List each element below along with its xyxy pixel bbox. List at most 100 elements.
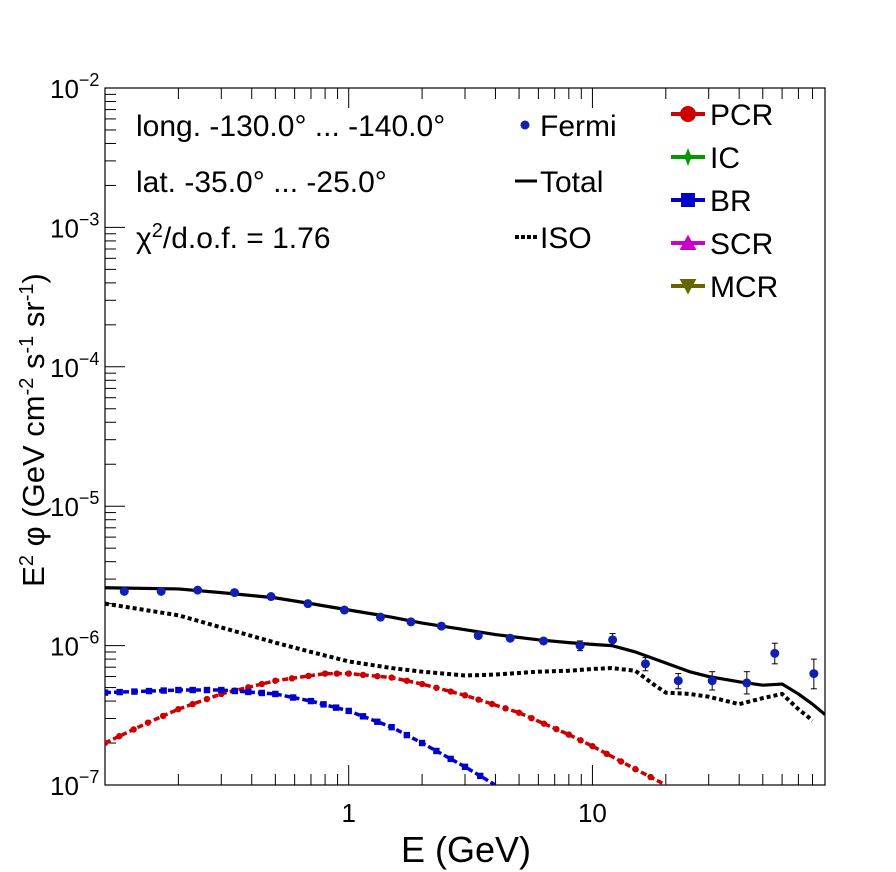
br-marker (447, 755, 454, 763)
legend-br-marker (681, 193, 695, 207)
pcr-marker (502, 705, 509, 712)
pcr-marker (632, 765, 639, 773)
br-marker (145, 687, 153, 695)
pcr-marker (388, 674, 395, 681)
br-line (105, 688, 497, 785)
y-axis-title: E2 φ (GeV cm-2 s-1 sr-1) (16, 273, 51, 587)
y-tick-labels: 10−7 10−6 10−5 10−4 10−3 10−2 (50, 70, 99, 801)
pcr-marker (203, 695, 211, 703)
legend-fermi-marker (520, 120, 530, 130)
pcr-marker (475, 696, 482, 703)
pcr-marker (345, 670, 352, 677)
data-point (539, 636, 549, 646)
br-marker (289, 694, 297, 701)
data-point (473, 631, 483, 641)
pcr-marker (144, 719, 152, 726)
br-marker (359, 713, 367, 720)
annotation-longitude: long. -130.0° ... -140.0° (136, 110, 445, 143)
data-point (809, 669, 819, 679)
br-marker (320, 701, 327, 708)
y-tick-label: 10−2 (50, 70, 99, 104)
data-point (375, 612, 385, 622)
pcr-marker (305, 672, 312, 680)
pcr-marker (272, 677, 279, 684)
pcr-marker (603, 750, 610, 757)
x-axis-title: E (GeV) (401, 829, 531, 870)
data-point (230, 588, 240, 598)
data-point (406, 617, 416, 627)
legend-br-label: BR (710, 185, 752, 218)
br-marker (433, 747, 440, 755)
data-point (119, 586, 129, 596)
br-marker (403, 731, 411, 739)
data-point (266, 592, 276, 602)
br-marker (307, 697, 315, 705)
pcr-marker (553, 725, 560, 733)
data-point (575, 641, 585, 651)
data-point (505, 633, 515, 643)
y-tick-label: 10−7 (50, 767, 99, 801)
pcr-marker (130, 726, 137, 733)
annotation-chi2: χ2/d.o.f. = 1.76 (136, 220, 331, 255)
br-marker (388, 723, 395, 731)
br-marker (272, 690, 279, 698)
data-point (707, 676, 717, 686)
pcr-marker (528, 714, 535, 722)
br-marker (131, 688, 138, 695)
legend-data: Fermi Total ISO (515, 110, 617, 255)
data-point (436, 621, 446, 631)
x-tick-labels: 1 10 (341, 798, 606, 828)
legend-fermi-label: Fermi (540, 110, 617, 143)
legend-total-label: Total (540, 166, 603, 199)
pcr-marker (565, 731, 573, 738)
legend-scr-label: SCR (710, 228, 773, 261)
pcr-marker (488, 700, 496, 708)
pcr-marker (116, 733, 123, 740)
pcr-marker (418, 680, 426, 688)
br-marker (105, 689, 109, 696)
pcr-marker (577, 737, 584, 744)
br-marker (203, 686, 211, 694)
data-point (303, 599, 313, 609)
data-point (673, 676, 683, 686)
pcr-marker (189, 700, 196, 708)
fermi-points (119, 585, 819, 695)
data-point (742, 678, 752, 688)
br-marker (189, 686, 196, 694)
legend-mcr-marker (679, 279, 697, 295)
pcr-marker (589, 742, 596, 750)
br-marker (245, 688, 252, 696)
pcr-marker (461, 692, 469, 699)
data-point (156, 586, 166, 596)
pcr-marker (515, 709, 523, 716)
data-point (640, 659, 650, 669)
br-marker (418, 739, 426, 747)
x-tick-label: 1 (341, 798, 355, 828)
pcr-marker (159, 712, 167, 720)
br-marker (345, 707, 352, 715)
legend-components: PCR IC BR SCR MCR (671, 99, 778, 304)
data-point (608, 635, 618, 645)
br-marker (374, 718, 381, 725)
legend-pcr-label: PCR (710, 99, 773, 132)
br-marker (461, 763, 469, 771)
br-marker (160, 687, 167, 694)
br-marker (175, 686, 182, 694)
br-marker (258, 689, 266, 697)
data-point (193, 585, 203, 595)
iso-line (105, 601, 814, 723)
br-marker (477, 772, 484, 780)
pcr-marker (321, 670, 329, 677)
pcr-marker (647, 773, 654, 781)
annotation-latitude: lat. -35.0° ... -25.0° (136, 166, 387, 199)
br-marker (231, 687, 238, 695)
legend-ic-label: IC (710, 142, 740, 175)
legend-pcr-marker (680, 106, 696, 122)
series-curves (105, 586, 825, 785)
pcr-marker (403, 677, 411, 684)
y-tick-label: 10−3 (50, 209, 99, 243)
br-marker (332, 704, 340, 711)
legend-mcr-label: MCR (710, 271, 778, 304)
pcr-marker (433, 684, 440, 691)
